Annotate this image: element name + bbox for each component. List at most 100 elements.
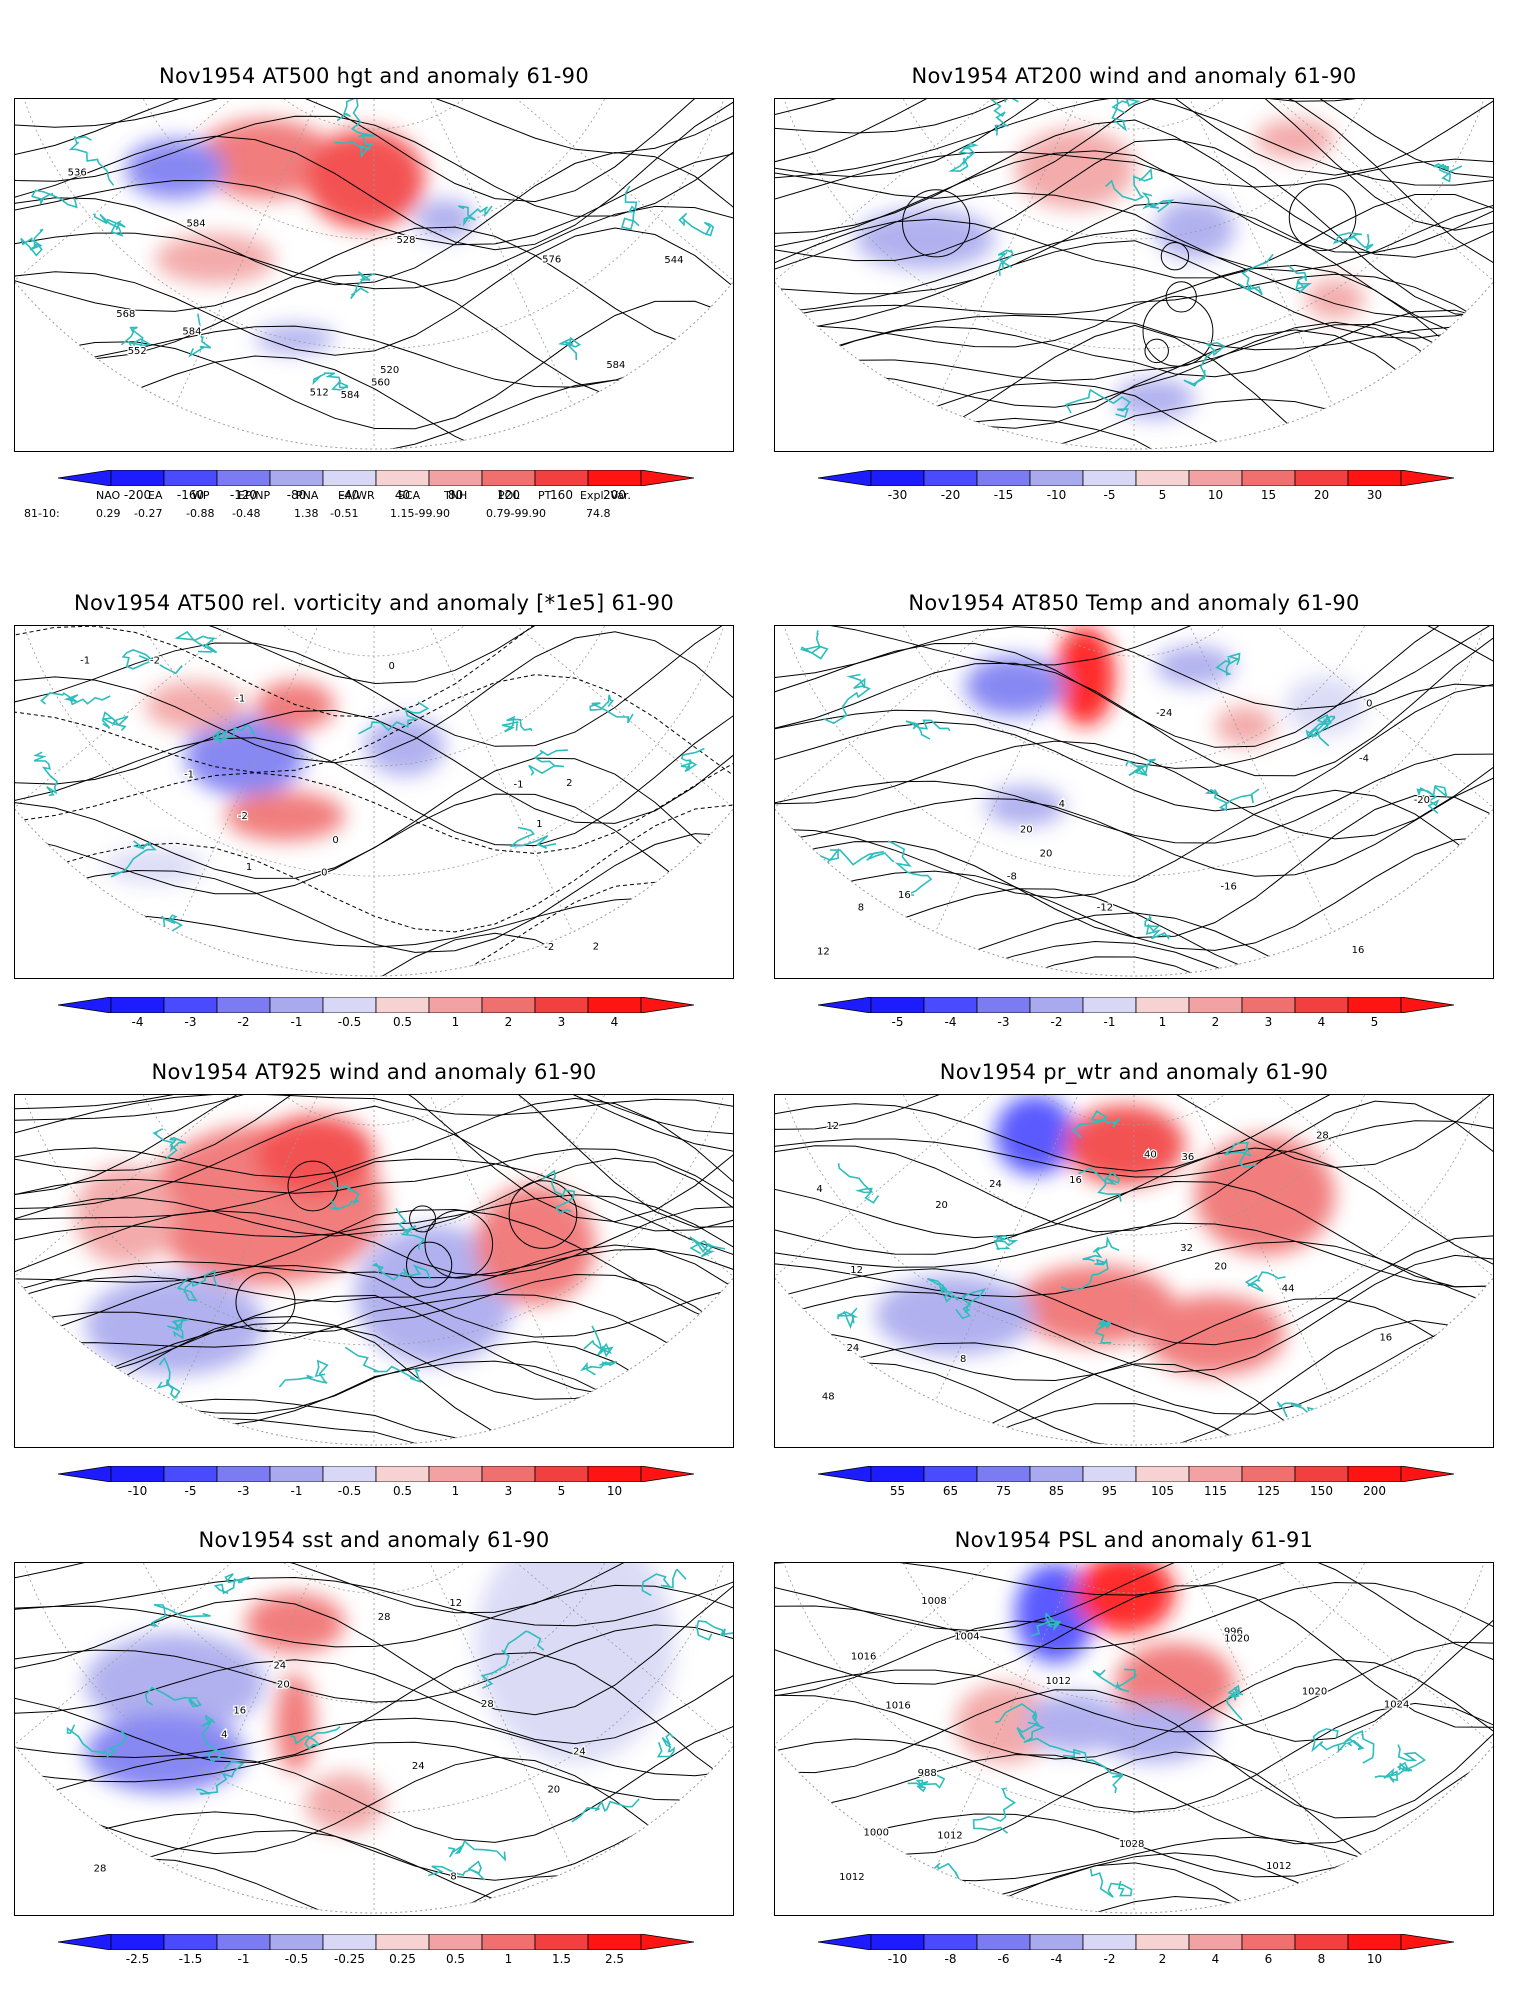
color-bar-tick-label: -20 [940,488,961,502]
streamline [15,1194,733,1255]
color-bar-segment [1135,470,1190,486]
color-bar-ramp [58,1466,694,1482]
coastline [583,1325,614,1358]
teleconnection-index-table: NAO EA WP EP/NP PNA EA/WR SCA TNH POL PT… [24,488,724,528]
anomaly-patch [1155,646,1235,686]
isoline [15,99,733,203]
color-bar-segment [481,997,536,1013]
isoline [775,1689,1493,1819]
coastline [278,1359,329,1388]
meridian-line [775,99,1135,282]
isoline [775,1254,1493,1373]
contour-label: 0 [1366,699,1372,710]
contour-label: 20 [277,1680,290,1691]
color-bar-tick-label: -0.5 [284,1952,309,1966]
coastline [188,313,212,358]
meridian-line [15,99,375,282]
color-bar-segment [375,1934,430,1950]
isoline [15,1659,733,1745]
coastline [1224,1141,1257,1169]
coastline [622,1411,656,1436]
color-bar-segment [923,1934,978,1950]
color-bar-tick-label: 2.5 [604,1952,625,1966]
color-bar-segment [534,470,589,486]
color-bar-segment [375,997,430,1013]
color-bar-segment [110,470,165,486]
coastline [20,228,44,257]
contour-label: 544 [664,255,683,266]
coastline [1305,715,1336,747]
color-bar-segment [110,1466,165,1482]
color-bar-high-arrow [640,1934,694,1950]
color-bar-segment [110,1934,165,1950]
color-bar-tick-label: 20 [1313,488,1330,502]
contour-label: 24 [847,1343,860,1354]
color-bar-segment [216,470,271,486]
color-bar-ticks: -10 -5 -3 -1 -0.5 0.5 1 3 5 10 [58,1482,694,1500]
isoline [15,205,733,290]
coastline [93,213,126,237]
contour-label: 552 [128,346,147,357]
color-bar-tick-label: 1 [451,1484,460,1498]
map-panel-2: Nov1954 AT200 wind and anomaly 61-90 -30… [774,58,1494,502]
index-value: 74.8 [586,507,611,520]
meridian-line [373,99,573,406]
streamline [775,229,1493,318]
color-bar-segment [1347,1466,1402,1482]
color-bar-tick-label: -8 [944,1952,957,1966]
isoline [775,1895,1493,1913]
coastline [799,630,829,660]
coastline [1215,652,1241,676]
streamline-eddy [235,1272,296,1333]
anomaly-patch [1095,1703,1215,1763]
panel-title: Nov1954 PSL and anomaly 61-91 [954,1528,1314,1552]
streamline-eddy [1160,242,1190,271]
coastline [1089,1868,1133,1898]
isoline [15,804,733,933]
hemisphere-area [15,1563,733,1913]
color-bar-tick-label: 8 [1317,1952,1326,1966]
index-name: EA/WR [338,489,375,502]
coastline [837,1307,859,1330]
color-bar-segment [481,1466,536,1482]
color-bar-low-arrow [58,1466,112,1482]
isoline [775,683,1493,769]
contour-label: -1 [235,694,245,705]
coastline [822,673,871,725]
panel-title: Nov1954 AT925 wind and anomaly 61-90 [151,1060,597,1084]
contour-label: 16 [1069,1175,1082,1186]
color-bar-tick-label: -1 [237,1952,250,1966]
isoline [15,1584,733,1716]
anomaly-patch [255,681,335,731]
isoline [775,1235,1493,1346]
contour-label: -2 [238,811,248,822]
hemisphere-area [775,1095,1493,1445]
contour-label: 1020 [1224,1633,1249,1644]
coastline [329,1180,360,1211]
contour-lines [775,99,1493,449]
map-plot: 28 24 20 16 12 8 4 28 24 20 28 24 [15,1563,733,1914]
anomaly-patch [875,1275,1035,1355]
anomaly-patch [255,1115,375,1195]
streamline [775,99,1493,265]
meridian-line [1133,1095,1493,1278]
color-bar-tick-label: -80 [286,488,307,502]
coastline [993,1235,1019,1251]
color-bar-tick-label: 1 [1158,1015,1167,1029]
color-bar: -2.5 -1.5 -1 -0.5 -0.25 0.25 0.5 1 1.5 2.5 [58,1934,694,1970]
color-bar-tick-label: -3 [237,1484,250,1498]
color-bar-segment [163,1934,218,1950]
color-bar-high-arrow [1400,997,1454,1013]
map-panel-1: Nov1954 AT500 hgt and anomaly 61-90 512 5… [14,58,734,502]
color-bar-low-arrow [58,470,112,486]
color-bar-low-arrow [58,997,112,1013]
color-bar-segment [481,470,536,486]
contour-label: 1012 [937,1830,962,1841]
color-bar-ticks: -2.5 -1.5 -1 -0.5 -0.25 0.25 0.5 1 1.5 2.5 [58,1950,694,1968]
anomaly-patch [1065,1105,1185,1185]
coastline [1082,1235,1120,1262]
color-bar-segment [428,1466,483,1482]
isoline [775,1313,1493,1415]
contour-label: -1 [184,769,194,780]
color-bar-segment [163,1466,218,1482]
